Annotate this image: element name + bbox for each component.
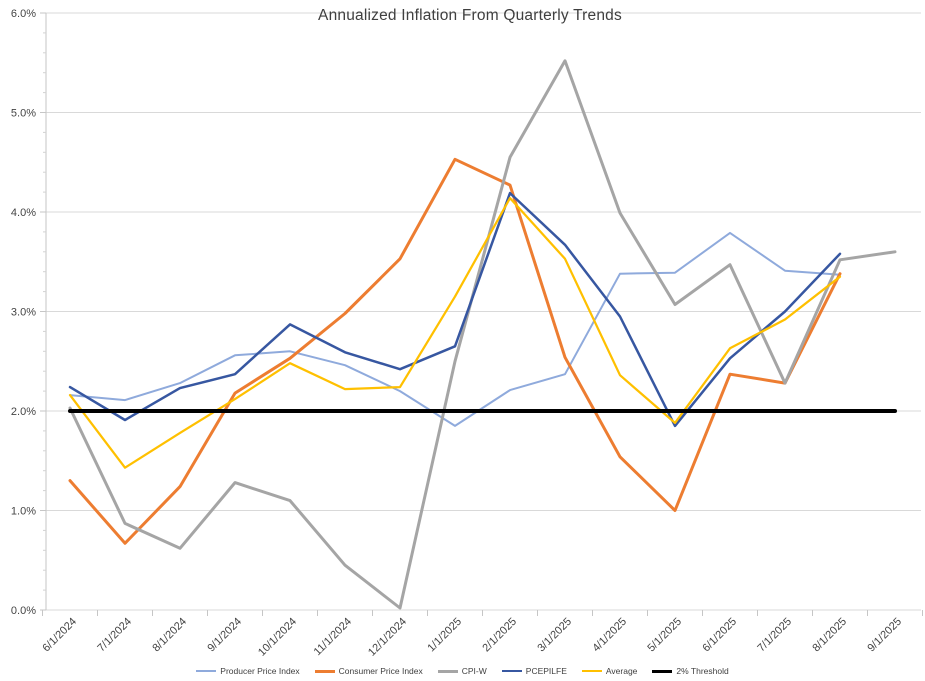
y-axis-tick-label: 0.0% [11, 605, 36, 617]
x-axis-tick-label: 6/1/2024 [40, 616, 79, 655]
x-axis-tick-label: 8/1/2024 [150, 616, 189, 655]
legend-swatch-pcepilfe [501, 670, 522, 672]
series-line-cpi-w [68, 59, 897, 610]
x-axis-tick-label: 1/1/2025 [425, 616, 464, 655]
x-axis-tick-label: 4/1/2025 [590, 616, 629, 655]
series-line-producer-price-index [69, 231, 841, 427]
legend-label-producer-price-index: Producer Price Index [220, 666, 300, 676]
x-axis-tick-label: 7/1/2025 [755, 616, 794, 655]
x-axis-tick-label: 8/1/2025 [810, 616, 849, 655]
chart-title: Annualized Inflation From Quarterly Tren… [318, 7, 622, 24]
legend-item-producer-price-index: Producer Price Index [196, 666, 300, 676]
y-axis-tick-label: 3.0% [11, 307, 36, 319]
x-axis-tick-label: 6/1/2025 [700, 616, 739, 655]
x-axis-tick-label: 9/1/2025 [865, 616, 904, 655]
x-axis-tick-label: 5/1/2025 [645, 616, 684, 655]
legend-label-cpi-w: CPI-W [461, 666, 487, 676]
legend-swatch-consumer-price-index [314, 669, 335, 673]
legend-item-average: Average [581, 666, 638, 676]
legend-label-consumer-price-index: Consumer Price Index [338, 666, 423, 676]
x-axis-tick-label: 7/1/2024 [95, 616, 134, 655]
legend-label-average: Average [605, 666, 638, 676]
legend-item-pcepilfe: PCEPILFE [501, 666, 567, 676]
y-axis-tick-label: 1.0% [11, 506, 36, 518]
y-axis-tick-label: 6.0% [11, 8, 36, 20]
x-axis-tick-label: 9/1/2024 [205, 616, 244, 655]
y-axis-tick-label: 5.0% [11, 108, 36, 120]
x-axis-tick-label: 2/1/2025 [480, 616, 519, 655]
y-axis-tick-label: 4.0% [11, 207, 36, 219]
legend-item-2-threshold: 2% Threshold [652, 666, 729, 676]
legend-swatch-2-threshold [652, 669, 673, 673]
series-line-pcepilfe [68, 191, 842, 428]
series-line-average [68, 196, 842, 469]
legend-swatch-producer-price-index [196, 670, 217, 672]
legend-item-cpi-w: CPI-W [437, 666, 487, 676]
x-axis-tick-label: 10/1/2024 [256, 616, 299, 659]
legend-swatch-cpi-w [437, 669, 458, 673]
x-axis-tick-label: 12/1/2024 [366, 616, 409, 659]
legend-label-2-threshold: 2% Threshold [676, 666, 729, 676]
series-line-consumer-price-index [68, 157, 842, 545]
x-axis-tick-label: 11/1/2024 [312, 616, 355, 659]
legend-swatch-average [581, 670, 602, 672]
legend-label-pcepilfe: PCEPILFE [525, 666, 567, 676]
legend-item-consumer-price-index: Consumer Price Index [314, 666, 423, 676]
y-axis-tick-label: 2.0% [11, 406, 36, 418]
chart-legend: Producer Price Index Consumer Price Index… [0, 666, 925, 676]
x-axis-tick-label: 3/1/2025 [535, 616, 574, 655]
